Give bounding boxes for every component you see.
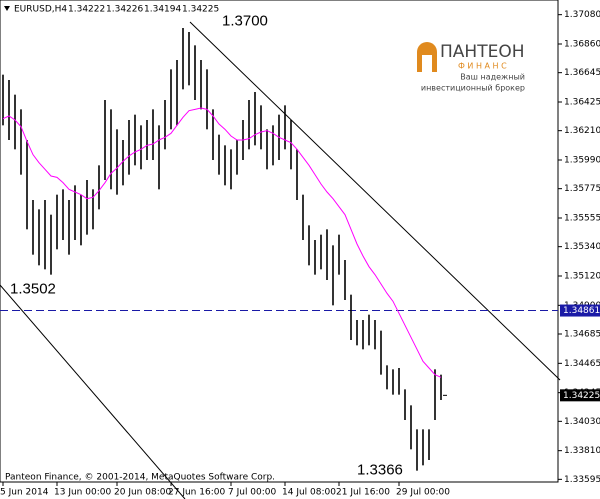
y-tick-label: 1.35340 xyxy=(564,242,600,252)
y-tick-label: 1.36210 xyxy=(564,126,600,136)
y-tick-label: 1.34030 xyxy=(564,417,600,427)
y-tick-label: 1.33810 xyxy=(564,446,600,456)
annotation: 1.3502 xyxy=(10,280,56,297)
y-tick-label: 1.35555 xyxy=(564,214,600,224)
trend-line xyxy=(0,284,186,499)
x-tick-label: 29 Jul 00:00 xyxy=(396,488,450,498)
last-price-label: 1.34225 xyxy=(563,391,600,401)
y-tick-label: 1.33595 xyxy=(564,475,600,485)
x-tick-label: 13 Jun 00:00 xyxy=(54,488,111,498)
y-tick-label: 1.35120 xyxy=(564,272,600,282)
level-label-box xyxy=(560,304,600,317)
x-tick-label: 20 Jun 08:00 xyxy=(114,488,171,498)
plot-frame xyxy=(0,0,559,483)
symbol-icon xyxy=(4,6,10,11)
logo-name: ПАНТЕОН xyxy=(440,42,525,62)
y-tick-label: 1.36860 xyxy=(564,40,600,50)
x-tick-label: 5 Jun 2014 xyxy=(0,488,49,498)
x-tick-label: 21 Jul 16:00 xyxy=(336,488,390,498)
x-tick-label: 14 Jul 08:00 xyxy=(282,488,336,498)
logo-sub: Ф И Н А Н С xyxy=(458,62,507,71)
header-price: 1.34194 xyxy=(144,5,181,15)
y-tick-label: 1.34465 xyxy=(564,359,600,369)
copyright: Panteon Finance, © 2001-2014, MetaQuotes… xyxy=(5,473,275,483)
level-label: 1.34861 xyxy=(563,306,600,316)
y-tick-label: 1.34685 xyxy=(564,330,600,340)
logo-icon xyxy=(422,55,432,72)
logo-tagline: инвестиционный брокер xyxy=(421,84,525,93)
y-tick-label: 1.36425 xyxy=(564,98,600,108)
logo-tagline: Ваш надежный xyxy=(460,73,525,82)
moving-average xyxy=(2,107,442,378)
last-price-box xyxy=(560,389,600,402)
annotation: 1.3366 xyxy=(357,462,403,479)
y-tick-label: 1.35990 xyxy=(564,156,600,166)
header-price: 1.34226 xyxy=(106,5,143,15)
header-price: 1.34222 xyxy=(68,5,105,15)
x-tick-label: 27 Jun 16:00 xyxy=(168,488,225,498)
y-tick-label: 1.35775 xyxy=(564,184,600,194)
symbol: EURUSD,H4 xyxy=(14,5,67,15)
logo: ПАНТЕОН Ф И Н А Н С Ваш надежный инвести… xyxy=(417,42,525,93)
y-tick-label: 1.36645 xyxy=(564,68,600,78)
annotation: 1.3700 xyxy=(222,12,268,29)
trend-line xyxy=(189,21,561,381)
header-price: 1.34225 xyxy=(182,5,219,15)
y-tick-label: 1.37080 xyxy=(564,10,600,20)
x-tick-label: 7 Jul 00:00 xyxy=(228,488,277,498)
